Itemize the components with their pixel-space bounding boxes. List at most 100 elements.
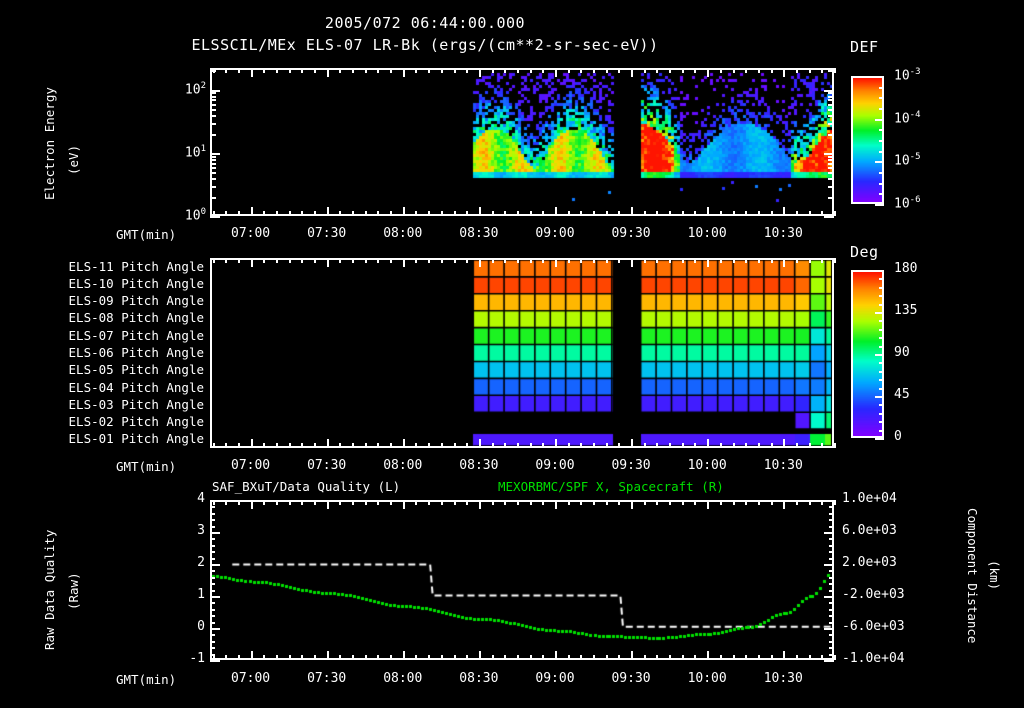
tick-major <box>631 207 633 216</box>
top-ylabel-line2: (eV) <box>66 144 81 175</box>
tick-minor <box>720 500 722 505</box>
tick-major <box>403 207 405 216</box>
pitch-angle-row-label: ELS-05 Pitch Angle <box>68 362 204 377</box>
tick-minor <box>517 443 519 448</box>
colorbar-tick-minor <box>879 304 884 306</box>
pitch-angle-row-label: ELS-10 Pitch Angle <box>68 276 204 291</box>
tick-major <box>251 439 253 448</box>
tick-minor <box>828 70 834 72</box>
xtick-label: 09:00 <box>535 671 575 686</box>
tick-minor <box>210 622 215 624</box>
colorbar-tick-minor <box>879 421 884 423</box>
tick-major <box>403 68 405 77</box>
tick-minor <box>669 443 671 448</box>
tick-minor <box>720 211 722 216</box>
tick-minor <box>821 655 823 660</box>
tick-minor <box>771 655 773 660</box>
tick-minor <box>669 68 671 73</box>
tick-major <box>824 216 834 218</box>
xtick-label: 08:30 <box>459 458 499 473</box>
colorbar-tick-minor <box>879 193 884 195</box>
tick-minor <box>517 258 519 263</box>
tick-minor <box>758 500 760 505</box>
colorbar-tick-minor <box>879 97 884 99</box>
tick-minor <box>210 178 216 180</box>
tick-minor <box>428 258 430 263</box>
tick-major <box>479 207 481 216</box>
tick-major <box>403 500 405 509</box>
tick-minor <box>828 104 834 106</box>
xtick-label: 09:30 <box>611 226 651 241</box>
tick-minor <box>352 500 354 505</box>
def-colorbar-gradient <box>853 78 882 202</box>
data-quality-panel <box>210 500 834 660</box>
tick-minor <box>377 655 379 660</box>
tick-major <box>210 153 220 155</box>
tick-minor <box>809 211 811 216</box>
tick-minor <box>210 545 215 547</box>
tick-minor <box>771 68 773 73</box>
tick-major <box>555 68 557 77</box>
xtick-label: 08:30 <box>459 226 499 241</box>
bottom-ylabel-right-line1: Component Distance <box>965 508 980 644</box>
xtick-label: 07:00 <box>231 226 271 241</box>
tick-minor <box>301 443 303 448</box>
tick-minor <box>314 258 316 263</box>
tick-minor <box>828 159 834 161</box>
tick-minor <box>213 500 215 505</box>
tick-major <box>555 439 557 448</box>
tick-minor <box>733 443 735 448</box>
colorbar-tick-minor <box>879 287 884 289</box>
colorbar-tick-minor <box>879 172 884 174</box>
tick-minor <box>694 443 696 448</box>
tick-minor <box>618 655 620 660</box>
tick-minor <box>568 655 570 660</box>
tick-minor <box>492 500 494 505</box>
deg-colorbar-label: 45 <box>894 387 910 402</box>
colorbar-tick <box>875 354 884 356</box>
tick-minor <box>276 68 278 73</box>
tick-major <box>707 439 709 448</box>
tick-major <box>783 258 785 267</box>
tick-major <box>824 153 834 155</box>
tick-minor <box>618 500 620 505</box>
tick-minor <box>210 519 215 521</box>
mid-xlabel: GMT(min) <box>116 459 177 474</box>
tick-minor <box>225 258 227 263</box>
tick-minor <box>301 500 303 505</box>
tick-major <box>327 500 329 509</box>
tick-minor <box>210 109 216 111</box>
tick-minor <box>644 211 646 216</box>
colorbar-tick-minor <box>879 413 884 415</box>
tick-minor <box>828 115 834 117</box>
tick-minor <box>225 500 227 505</box>
tick-minor <box>428 443 430 448</box>
tick-minor <box>352 258 354 263</box>
tick-minor <box>606 211 608 216</box>
tick-minor <box>301 258 303 263</box>
tick-minor <box>542 500 544 505</box>
tick-minor <box>441 211 443 216</box>
tick-minor <box>210 583 215 585</box>
tick-minor <box>656 443 658 448</box>
tick-minor <box>606 68 608 73</box>
tick-minor <box>834 500 836 505</box>
tick-minor <box>210 123 216 125</box>
xtick-label: 07:00 <box>231 671 271 686</box>
tick-major <box>210 216 220 218</box>
tick-minor <box>644 655 646 660</box>
tick-minor <box>225 443 227 448</box>
colorbar-tick-minor <box>879 161 884 163</box>
tick-minor <box>365 443 367 448</box>
tick-minor <box>745 68 747 73</box>
tick-minor <box>428 655 430 660</box>
tick-minor <box>339 655 341 660</box>
tick-major <box>707 258 709 267</box>
colorbar-tick <box>875 76 884 78</box>
tick-major <box>824 596 834 598</box>
tick-minor <box>828 197 834 199</box>
tick-minor <box>530 258 532 263</box>
data-quality-canvas <box>212 502 832 658</box>
tick-minor <box>210 197 216 199</box>
tick-minor <box>829 654 834 656</box>
